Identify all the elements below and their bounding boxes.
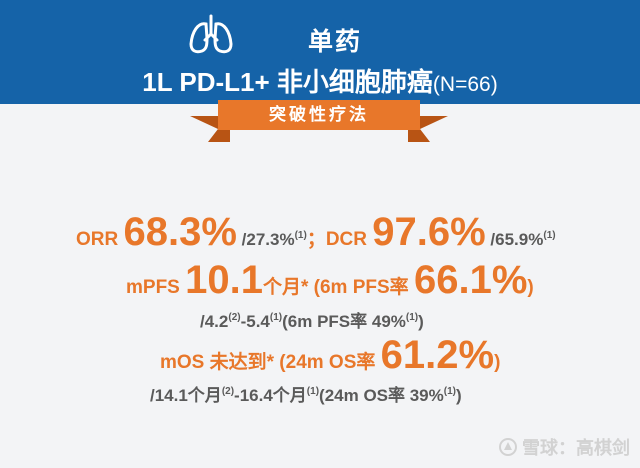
title-line-1: 单药 [307,28,362,56]
os24m-value: 61.2% [380,333,495,377]
mpfs-unit: 个月* (6m PFS率 [262,277,414,298]
pfs-ref-2: (2) [228,312,241,323]
pfs-ref-1: (1) [269,312,283,323]
dcr-value: 97.6% [372,210,486,254]
os-compare-close: ) [456,386,462,405]
os-compare-b: -16.4个月 [234,386,307,405]
orr-label: ORR [76,229,124,250]
pfs-close-paren: ) [527,277,534,298]
mpfs-label: mPFS [126,277,186,298]
orr-ref: (1) [294,230,307,241]
os-ref-2: (2) [221,386,235,397]
os-compare-row: /14.1个月(2)-16.4个月(1)(24m OS率 39%(1)) [0,381,640,406]
dcr-ref: (1) [543,230,556,241]
watermark: 雪球：高棋剑 [498,434,630,460]
separator: ； [306,229,326,250]
os-ref-1: (1) [306,386,320,397]
watermark-text: 雪球：高棋剑 [522,438,630,458]
ribbon-label: 突破性疗法 [269,105,369,124]
orr-value: 68.3% [123,210,237,254]
pfs-compare-row: /4.2(2)-5.4(1)(6m PFS率 49%(1)) [0,307,640,332]
title-sample-size: (N=66) [432,73,498,96]
snowball-logo-icon [499,438,517,456]
orr-compare: /27.3% [236,230,295,249]
mos-label: mOS 未达到* (24m OS率 [160,352,381,373]
pfs6m-value: 66.1% [413,258,528,302]
os-compare-c: (24m OS率 39% [319,386,444,405]
os-close-paren: ) [494,352,501,373]
pfs-compare-b: -5.4 [240,312,270,331]
pfs-compare-a: /4.2 [200,312,229,331]
dcr-label: DCR [325,229,373,250]
dcr-compare: /65.9% [485,230,544,249]
page-title: 1L PD-L1+ 非小细胞肺癌(N=66) [0,62,640,99]
lungs-icon [189,14,233,54]
os-row: mOS 未达到* (24m OS率 61.2%) [0,333,640,378]
os-compare-a: /14.1个月 [150,386,222,405]
mpfs-value: 10.1 [185,258,263,302]
orr-dcr-row: ORR 68.3% /27.3%(1)；DCR 97.6% /65.9%(1) [0,210,640,255]
pfs-row: mPFS 10.1个月* (6m PFS率 66.1%) [0,258,640,303]
os-ref-1b: (1) [443,386,456,397]
pfs-ref-1b: (1) [405,312,419,323]
pfs-compare-c: (6m PFS率 49% [282,312,406,331]
pfs-compare-close: ) [418,312,424,331]
title-main: 1L PD-L1+ 非小细胞肺癌 [142,67,433,97]
header-banner: 单药 1L PD-L1+ 非小细胞肺癌(N=66) [0,0,640,104]
ribbon-banner [190,100,448,142]
